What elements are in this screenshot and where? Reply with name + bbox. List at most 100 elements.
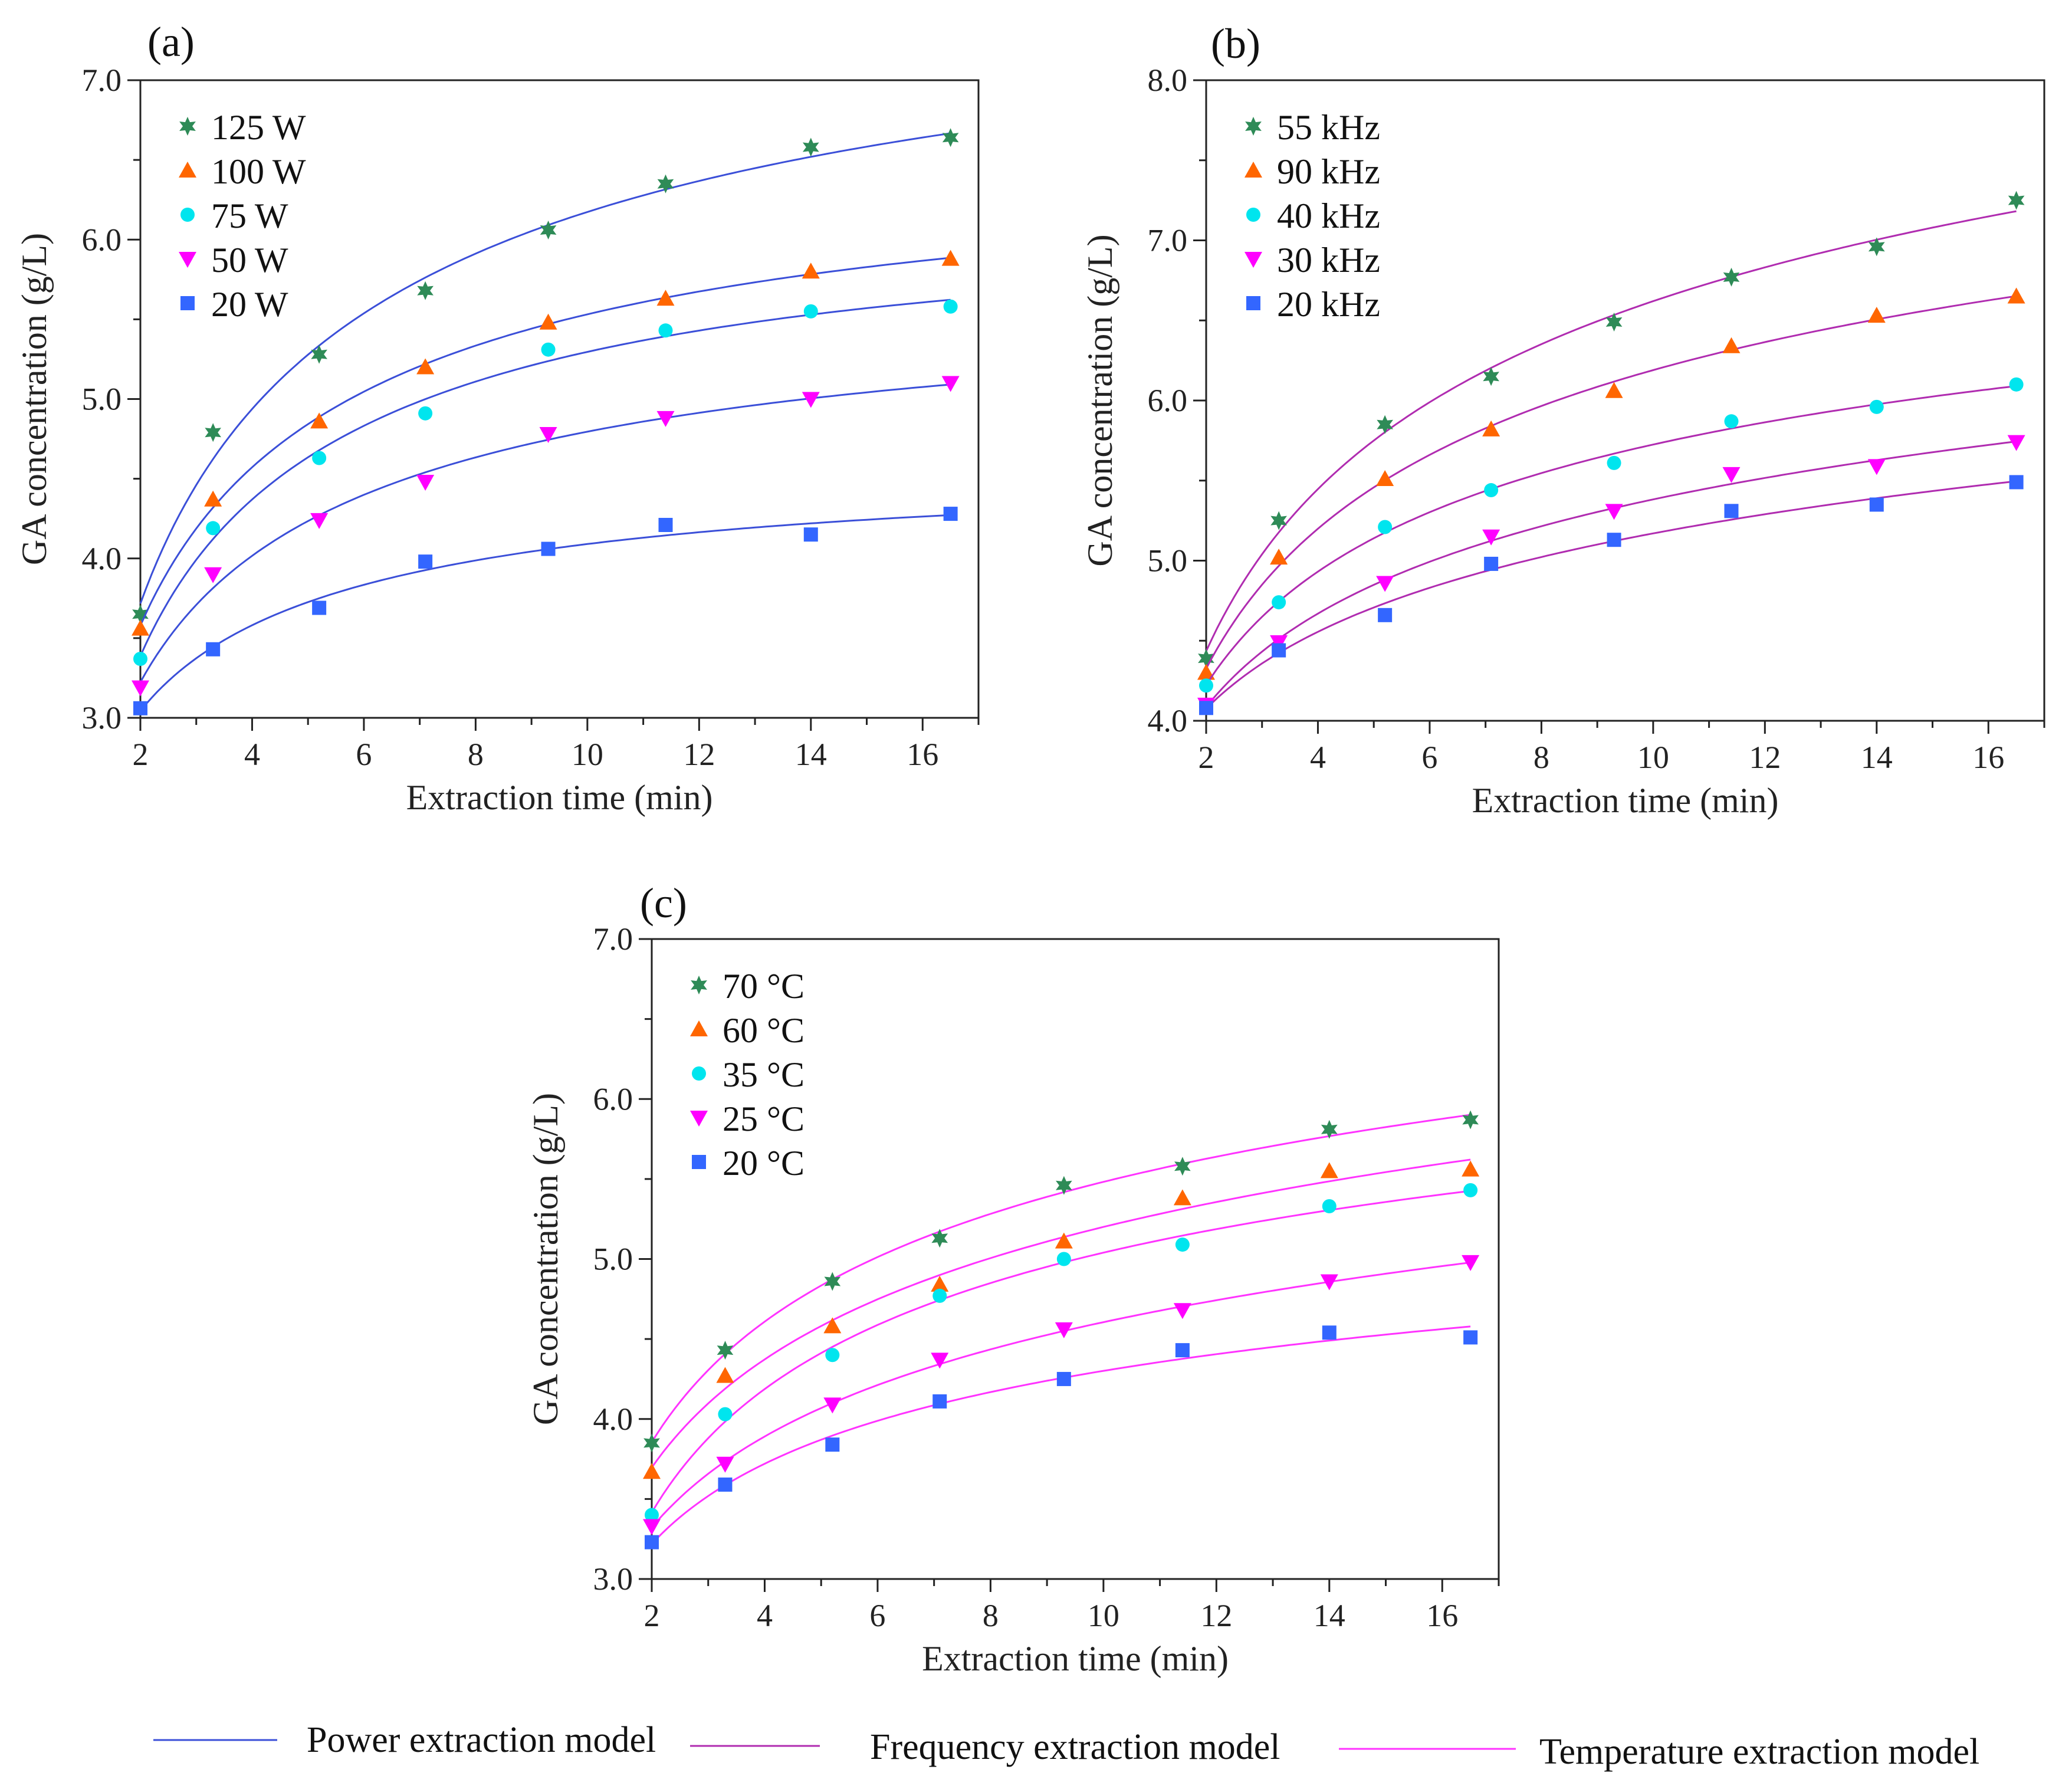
legend-entry: 60 °C — [723, 1011, 804, 1050]
x-axis-label: Extraction time (min) — [406, 778, 713, 817]
x-tick-label: 8 — [1534, 740, 1549, 775]
data-point — [1197, 664, 1215, 680]
fit-curve-2 — [1205, 295, 2017, 669]
x-axis-label: Extraction time (min) — [1472, 781, 1779, 820]
data-point — [132, 619, 149, 636]
x-tick-label: 8 — [468, 737, 484, 772]
data-point — [1605, 382, 1623, 398]
data-point — [1724, 414, 1739, 429]
legend-marker — [180, 208, 195, 222]
legend-entry: 90 kHz — [1277, 152, 1380, 191]
data-point — [206, 521, 221, 536]
fit-curve-4 — [651, 1261, 1471, 1528]
data-point — [1272, 595, 1286, 610]
data-point — [539, 426, 557, 443]
data-point — [823, 1397, 842, 1414]
legend-marker — [690, 1111, 708, 1127]
data-point — [643, 1433, 660, 1453]
data-point — [1869, 399, 1884, 414]
legend-marker — [179, 252, 196, 268]
data-point — [1174, 1157, 1191, 1176]
x-tick-label: 4 — [244, 737, 260, 772]
data-point — [656, 290, 675, 306]
data-point — [1199, 701, 1213, 715]
data-point — [1272, 643, 1286, 658]
data-point — [1055, 1232, 1073, 1249]
y-axis-label: GA concentration (g/L) — [526, 1093, 565, 1425]
data-point — [657, 174, 674, 193]
data-point — [1175, 1237, 1190, 1252]
data-point — [1484, 483, 1499, 498]
data-point — [310, 513, 329, 529]
data-point — [2009, 377, 2024, 392]
data-point — [133, 652, 147, 667]
data-point — [1867, 307, 1886, 323]
legend-marker — [1245, 117, 1262, 136]
legend-marker — [692, 1066, 706, 1081]
panel-label: (b) — [1211, 20, 1260, 67]
chart-panel-3: 2 4 6 8 10 12 14 16 3.0 4.0 5.0 6.0 7.0 Extraction ti… — [526, 879, 1500, 1678]
data-point — [658, 323, 673, 338]
data-point — [1463, 1183, 1478, 1197]
legend-marker — [1244, 162, 1262, 178]
data-point — [823, 1317, 842, 1334]
y-tick-label: 4.0 — [82, 541, 122, 576]
data-point — [716, 1367, 734, 1383]
data-point — [1378, 608, 1393, 622]
legend-entry: 50 W — [211, 241, 288, 280]
y-tick-label: 8.0 — [1148, 63, 1188, 98]
legend-entry: 20 kHz — [1277, 285, 1380, 324]
data-point — [1722, 337, 1741, 353]
data-point — [1724, 504, 1739, 518]
legend-marker — [691, 976, 707, 994]
data-point — [541, 541, 556, 556]
data-point — [718, 1477, 733, 1492]
data-point — [943, 507, 958, 521]
data-point — [1722, 467, 1741, 483]
y-tick-label: 5.0 — [82, 382, 122, 417]
data-point — [539, 313, 557, 330]
data-point — [1322, 1325, 1337, 1340]
data-point — [1173, 1303, 1191, 1319]
y-tick-label: 7.0 — [1148, 223, 1188, 258]
x-tick-label: 10 — [1088, 1598, 1119, 1633]
data-point — [941, 250, 960, 266]
data-point — [1199, 678, 1213, 693]
data-point — [1868, 237, 1885, 257]
model-legend-label: Temperature extraction model — [1539, 1732, 1979, 1772]
data-point — [540, 221, 557, 239]
chart-panel-2: 2 4 6 8 10 12 14 16 4.0 5.0 6.0 7.0 8.0 Extraction ti… — [1081, 20, 2045, 820]
data-point — [643, 1463, 661, 1479]
model-legend: Power extraction model Frequency extracti… — [153, 1720, 1979, 1772]
legend-entry: 75 W — [211, 196, 288, 235]
model-legend-label: Frequency extraction model — [870, 1727, 1280, 1767]
data-point — [417, 281, 434, 300]
x-tick-label: 2 — [644, 1598, 660, 1633]
data-point — [931, 1229, 948, 1248]
data-point — [932, 1288, 947, 1303]
data-point — [824, 1272, 841, 1291]
data-point — [1867, 459, 1886, 475]
panel-label: (a) — [147, 18, 195, 65]
data-point — [1378, 520, 1393, 534]
data-point — [1270, 635, 1288, 651]
y-tick-label: 6.0 — [82, 222, 122, 257]
fit-curve-1 — [1205, 210, 2017, 652]
data-point — [1055, 1322, 1073, 1338]
data-point — [1869, 497, 1884, 512]
legend-marker — [179, 117, 196, 136]
data-point — [2007, 287, 2025, 304]
x-tick-label: 2 — [133, 737, 149, 772]
data-point — [541, 342, 556, 357]
data-point — [825, 1437, 840, 1452]
x-tick-label: 10 — [572, 737, 603, 772]
data-point — [132, 605, 149, 624]
y-tick-label: 3.0 — [593, 1561, 633, 1597]
x-tick-label: 12 — [1749, 740, 1781, 775]
data-point — [645, 1535, 659, 1550]
x-tick-label: 8 — [983, 1598, 999, 1633]
data-point — [1462, 1160, 1480, 1177]
data-point — [416, 358, 435, 375]
x-tick-label: 4 — [757, 1598, 773, 1633]
data-point — [205, 423, 221, 442]
